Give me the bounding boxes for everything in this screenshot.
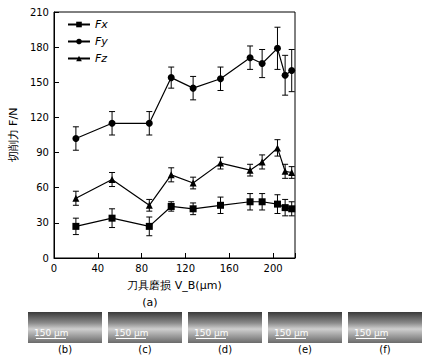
html-text:150 μm: 150 μm (194, 328, 229, 338)
html-text:150 μm: 150 μm (274, 328, 309, 338)
svg-text:30: 30 (36, 217, 49, 228)
svg-text:80: 80 (135, 263, 148, 274)
svg-text:40: 40 (91, 263, 104, 274)
svg-text:120: 120 (30, 112, 49, 123)
html-text:(a): (a) (142, 296, 158, 309)
svg-text:0: 0 (51, 263, 57, 274)
svg-text:180: 180 (30, 42, 49, 53)
svg-text:200: 200 (264, 263, 283, 274)
html-text:(d): (d) (217, 344, 233, 355)
svg-text:Fx: Fx (95, 18, 108, 31)
html-text:150 μm: 150 μm (34, 328, 69, 338)
svg-text:0: 0 (43, 253, 49, 264)
html-text:(f): (f) (379, 344, 391, 355)
svg-text:120: 120 (176, 263, 195, 274)
html-text:150 μm: 150 μm (114, 328, 149, 338)
svg-text:210: 210 (30, 7, 49, 18)
html-text:(e): (e) (298, 344, 312, 355)
svg-text:切削力 F/N: 切削力 F/N (7, 108, 20, 163)
svg-text:Fz: Fz (95, 52, 107, 65)
svg-text:60: 60 (36, 182, 49, 193)
html-text:(b): (b) (57, 344, 73, 355)
html-text:150 μm: 150 μm (354, 328, 389, 338)
html-text:(c): (c) (138, 344, 152, 355)
svg-text:160: 160 (220, 263, 239, 274)
svg-text:Fy: Fy (95, 35, 108, 48)
svg-text:刀具磨损 V_B(μm): 刀具磨损 V_B(μm) (127, 279, 221, 292)
svg-text:90: 90 (36, 147, 49, 158)
svg-text:150: 150 (30, 77, 49, 88)
